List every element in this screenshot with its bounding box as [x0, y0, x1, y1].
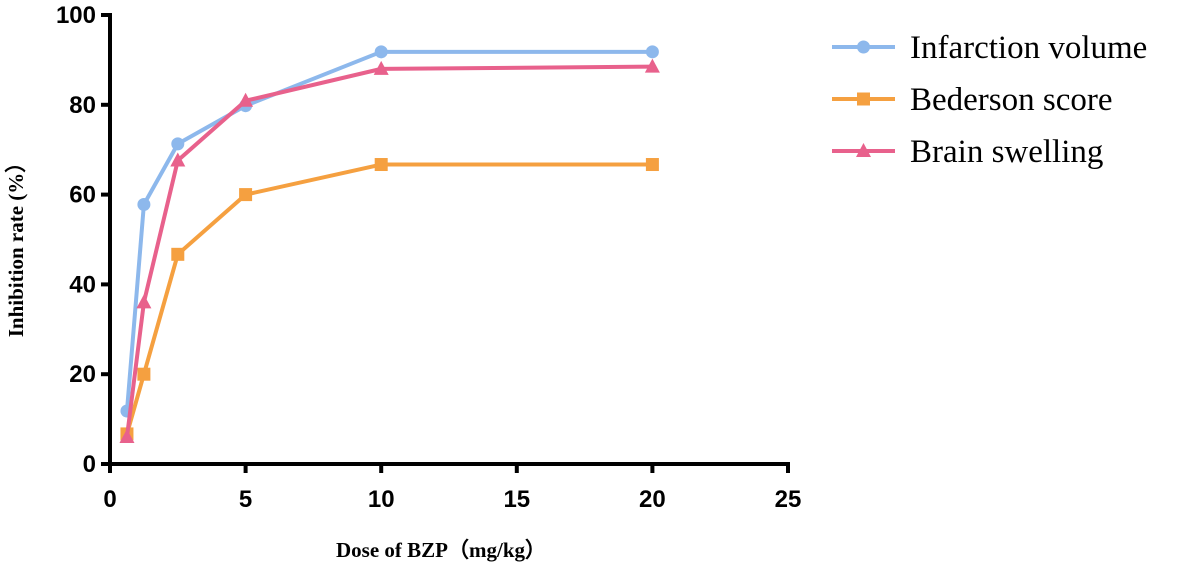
data-point	[171, 247, 185, 261]
data-point	[645, 158, 659, 172]
data-point	[239, 188, 253, 202]
data-point	[136, 294, 152, 309]
x-tick-label: 0	[103, 486, 116, 513]
x-tick-label: 10	[368, 486, 395, 513]
legend: Infarction volume Bederson score Brain swe…	[832, 30, 1147, 170]
data-point	[644, 58, 660, 73]
series-brain-swelling	[119, 58, 660, 444]
data-point	[170, 152, 186, 167]
series-layer	[119, 45, 660, 444]
data-point	[171, 137, 185, 151]
x-tick-label: 5	[239, 486, 252, 513]
data-point	[374, 158, 388, 172]
series-line	[125, 162, 653, 435]
y-tick-label: 0	[83, 451, 96, 478]
legend-item: Infarction volume	[832, 30, 1147, 66]
legend-label: Brain swelling	[910, 134, 1103, 170]
x-tick-label: 15	[503, 486, 530, 513]
series-bederson-score	[120, 158, 659, 441]
data-point	[373, 60, 389, 75]
legend-item: Bederson score	[832, 82, 1113, 118]
x-axis-title: Dose of BZP（mg/kg）	[336, 538, 546, 562]
y-axis-title: Inhibition rate (%）	[4, 152, 28, 338]
legend-marker	[857, 40, 870, 54]
data-point	[119, 429, 135, 444]
series-line	[124, 64, 653, 438]
y-tick-label: 60	[69, 182, 96, 209]
legend-item: Brain swelling	[832, 134, 1103, 170]
y-tick-label: 80	[69, 92, 96, 119]
data-point	[374, 45, 388, 59]
legend-marker	[856, 143, 871, 157]
data-point	[137, 367, 151, 381]
x-tick-label: 25	[775, 486, 802, 513]
y-axis-ticks: 0 20 40 60 80 100	[56, 2, 110, 478]
series-line	[124, 49, 653, 412]
y-tick-label: 40	[69, 271, 96, 298]
y-tick-label: 20	[69, 361, 96, 388]
y-tick-label: 100	[56, 2, 96, 29]
data-point	[645, 45, 659, 59]
x-axis-ticks: 0 5 10 15 20 25	[103, 464, 801, 513]
legend-label: Infarction volume	[910, 30, 1147, 66]
x-tick-label: 20	[639, 486, 666, 513]
legend-label: Bederson score	[910, 82, 1113, 118]
chart-axes	[108, 13, 790, 466]
legend-marker	[857, 92, 870, 106]
data-point	[238, 92, 254, 107]
data-point	[137, 197, 151, 211]
